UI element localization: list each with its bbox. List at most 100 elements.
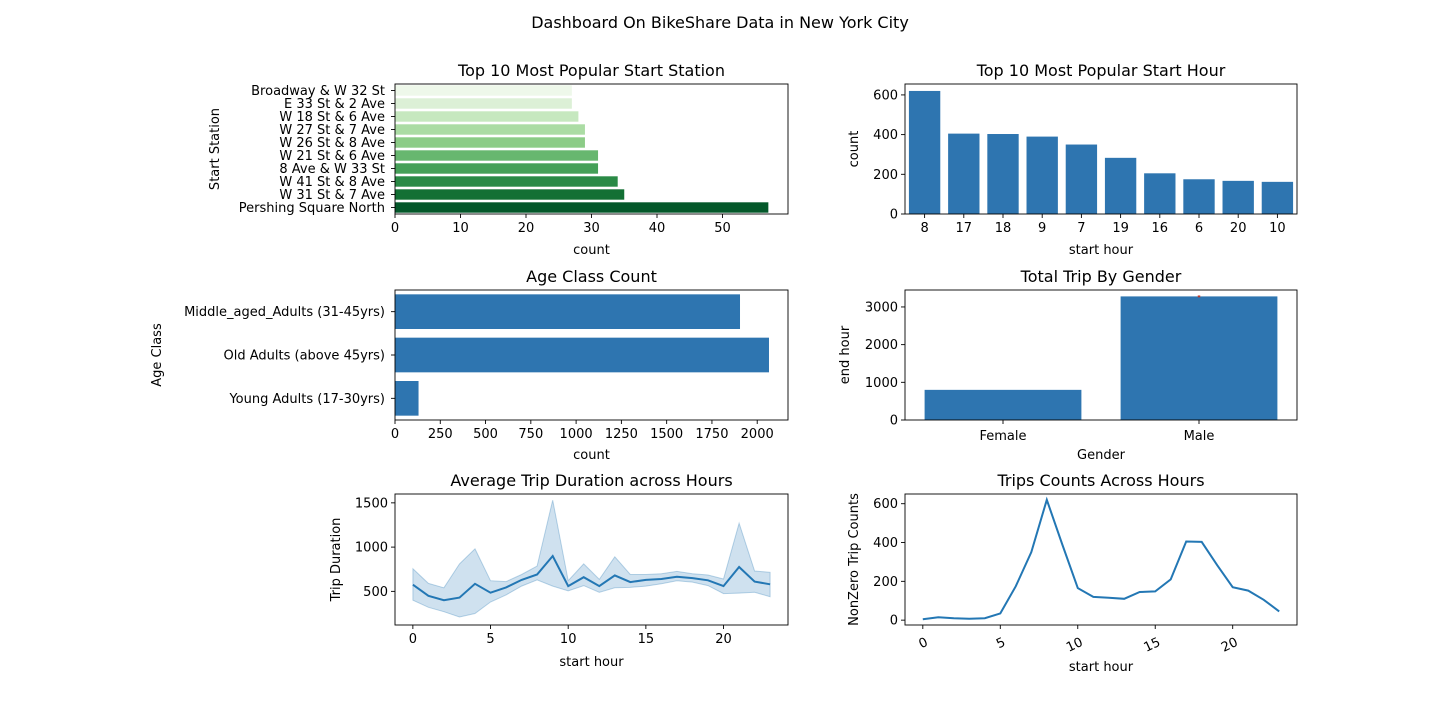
station-label: E 33 St & 2 Ave bbox=[284, 97, 385, 112]
station-chart-ylabel: Start Station bbox=[208, 108, 223, 190]
trip-count-chart-xlabel: start hour bbox=[1069, 660, 1134, 675]
duration-line bbox=[412, 554, 771, 602]
age-class-label: Young Adults (17-30yrs) bbox=[228, 392, 385, 407]
age-class-chart-xtick-label: 0 bbox=[391, 427, 399, 442]
station-label: W 26 St & 8 Ave bbox=[279, 136, 385, 151]
station-label: 8 Ave & W 33 St bbox=[279, 162, 385, 177]
duration-chart-xtick-label: 5 bbox=[486, 632, 494, 647]
gender-label: Female bbox=[979, 429, 1026, 444]
gender-bar bbox=[924, 389, 1082, 420]
station-bar bbox=[395, 124, 585, 135]
station-chart-xtick-label: 30 bbox=[583, 221, 600, 236]
start-hour-bar bbox=[1026, 136, 1058, 214]
gender-chart-frame bbox=[904, 289, 1298, 421]
age-class-chart-xtick-label: 500 bbox=[473, 427, 498, 442]
start-hour-label: 18 bbox=[995, 221, 1012, 236]
start-hour-chart-ytick-label: 200 bbox=[873, 168, 898, 183]
start-hour-label: 10 bbox=[1269, 221, 1286, 236]
gender-chart-title: Total Trip By Gender bbox=[1020, 267, 1182, 286]
station-bar bbox=[395, 137, 585, 148]
station-bar bbox=[395, 98, 572, 109]
age-class-chart-frame bbox=[394, 289, 789, 421]
station-bar bbox=[395, 150, 599, 161]
gender-label: Male bbox=[1184, 429, 1215, 444]
station-bar bbox=[395, 202, 769, 213]
duration-chart-xtick-label: 15 bbox=[638, 632, 655, 647]
duration-chart-xtick-label: 0 bbox=[409, 632, 417, 647]
age-class-bar bbox=[395, 294, 741, 329]
start-hour-chart-xlabel: start hour bbox=[1069, 243, 1134, 258]
start-hour-chart-title: Top 10 Most Popular Start Hour bbox=[976, 61, 1226, 80]
gender-chart-ytick-label: 0 bbox=[890, 414, 898, 429]
start-hour-label: 9 bbox=[1038, 221, 1046, 236]
station-label: W 41 St & 8 Ave bbox=[279, 175, 385, 190]
duration-chart-ylabel: Trip Duration bbox=[329, 518, 344, 603]
station-bar bbox=[395, 176, 618, 187]
trip-count-chart-title: Trips Counts Across Hours bbox=[996, 471, 1204, 490]
duration-chart-xtick-label: 10 bbox=[560, 632, 577, 647]
trip-count-chart-xtick-label: 5 bbox=[994, 635, 1008, 652]
trip-count-chart-ytick-label: 200 bbox=[873, 575, 898, 590]
trip-count-chart-ytick-label: 400 bbox=[873, 536, 898, 551]
duration-confidence-band bbox=[412, 500, 771, 618]
trip-count-chart-xtick-label: 10 bbox=[1064, 635, 1085, 656]
start-hour-label: 6 bbox=[1195, 221, 1203, 236]
age-class-bar bbox=[395, 381, 419, 416]
start-hour-bar bbox=[1183, 179, 1215, 214]
age-class-chart-xtick-label: 1500 bbox=[650, 427, 683, 442]
age-class-chart-xtick-label: 750 bbox=[518, 427, 543, 442]
gender-chart-ylabel: end hour bbox=[838, 325, 853, 384]
start-hour-bar bbox=[1261, 181, 1294, 214]
age-class-chart-xtick-label: 1000 bbox=[560, 427, 593, 442]
start-hour-label: 8 bbox=[920, 221, 928, 236]
duration-chart-xlabel: start hour bbox=[559, 655, 624, 670]
age-class-chart-title: Age Class Count bbox=[526, 267, 657, 286]
station-bar bbox=[395, 163, 599, 174]
figure-suptitle: Dashboard On BikeShare Data in New York … bbox=[531, 13, 909, 32]
station-label: W 31 St & 7 Ave bbox=[279, 188, 385, 203]
station-chart-title: Top 10 Most Popular Start Station bbox=[457, 61, 725, 80]
start-hour-label: 20 bbox=[1230, 221, 1247, 236]
age-class-bar bbox=[395, 337, 769, 373]
start-hour-bar bbox=[1144, 173, 1176, 214]
age-class-chart-ylabel: Age Class bbox=[150, 323, 165, 387]
duration-chart: Average Trip Duration across Hours 0 5 10 15… bbox=[329, 471, 789, 670]
age-class-label: Old Adults (above 45yrs) bbox=[224, 349, 386, 364]
trip-count-line bbox=[922, 496, 1280, 621]
start-hour-bar bbox=[1065, 144, 1098, 214]
station-chart-xtick-label: 40 bbox=[649, 221, 666, 236]
station-label: W 21 St & 6 Ave bbox=[279, 149, 385, 164]
station-label: Pershing Square North bbox=[239, 201, 385, 216]
trip-count-chart-ytick-label: 600 bbox=[873, 497, 898, 512]
duration-chart-ytick-label: 500 bbox=[363, 585, 388, 600]
trip-count-chart-xtick-label: 20 bbox=[1219, 635, 1240, 656]
start-hour-chart-ytick-label: 400 bbox=[873, 128, 898, 143]
duration-chart-ytick-label: 1500 bbox=[355, 496, 388, 511]
trip-count-chart-xtick-label: 15 bbox=[1142, 635, 1163, 656]
age-class-chart: Middle_aged_Adults (31-45yrs) Old Adults … bbox=[150, 267, 789, 463]
start-hour-bar bbox=[987, 134, 1019, 214]
gender-chart: Female Male Total Trip By Gender 0 1000 2000 3… bbox=[838, 267, 1298, 463]
age-class-chart-xtick-label: 1750 bbox=[695, 427, 728, 442]
duration-chart-title: Average Trip Duration across Hours bbox=[450, 471, 732, 490]
age-class-chart-xtick-label: 250 bbox=[428, 427, 453, 442]
start-hour-chart-ylabel: count bbox=[847, 131, 862, 168]
start-hour-chart-ytick-label: 600 bbox=[873, 88, 898, 103]
trip-count-chart-ytick-label: 0 bbox=[890, 614, 898, 629]
start-hour-label: 7 bbox=[1077, 221, 1085, 236]
trip-count-chart-ylabel: NonZero Trip Counts bbox=[847, 493, 862, 626]
station-chart-xtick-label: 0 bbox=[391, 221, 399, 236]
station-label: W 18 St & 6 Ave bbox=[279, 110, 385, 125]
start-hour-chart-ytick-label: 0 bbox=[890, 208, 898, 223]
station-bar bbox=[395, 85, 572, 96]
gender-chart-xlabel: Gender bbox=[1077, 448, 1126, 463]
start-hour-label: 16 bbox=[1152, 221, 1169, 236]
start-hour-chart-frame bbox=[904, 83, 1298, 215]
age-class-chart-xtick-label: 2000 bbox=[741, 427, 774, 442]
age-class-chart-xtick-label: 1250 bbox=[605, 427, 638, 442]
duration-chart-frame bbox=[394, 493, 789, 626]
start-hour-bar bbox=[948, 133, 980, 214]
